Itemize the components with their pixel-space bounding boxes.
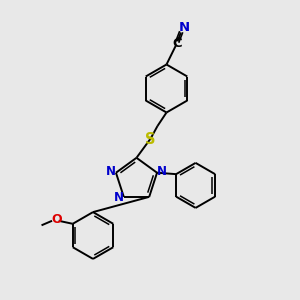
- Text: N: N: [157, 165, 167, 178]
- Text: O: O: [51, 213, 62, 226]
- Text: N: N: [106, 165, 116, 178]
- Text: N: N: [178, 21, 190, 34]
- Text: C: C: [173, 37, 182, 50]
- Text: S: S: [145, 132, 155, 147]
- Text: N: N: [114, 191, 124, 204]
